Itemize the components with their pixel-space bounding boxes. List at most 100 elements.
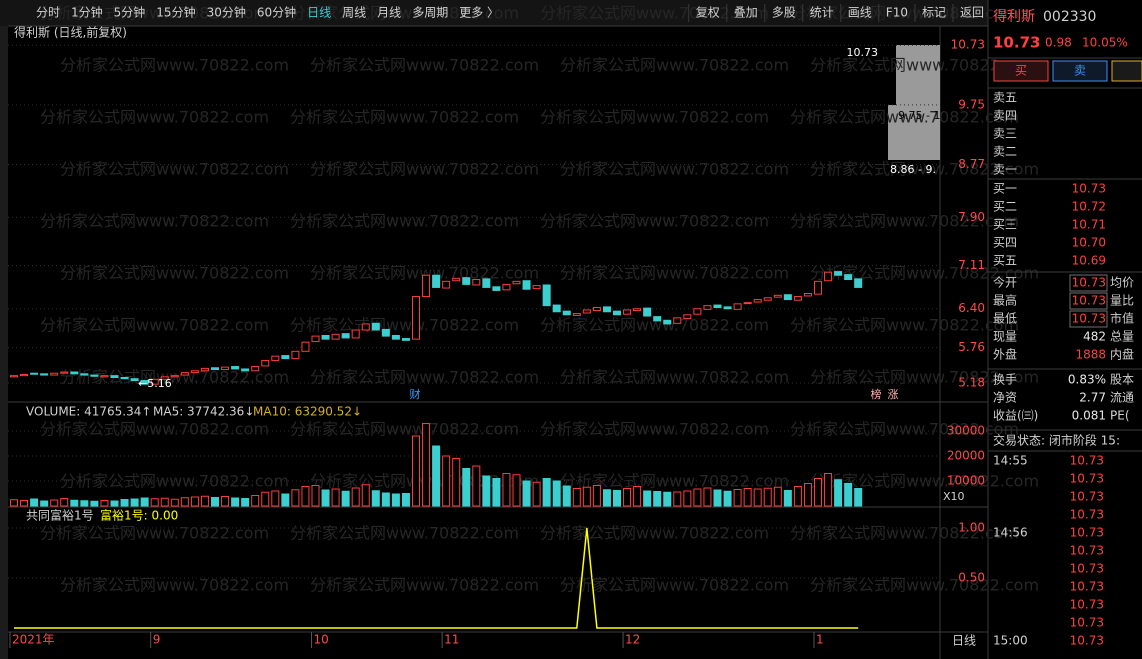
candle: [150, 378, 159, 385]
watermark: 分析家公式网www.70822.com: [60, 264, 289, 283]
sell-button[interactable]: [1052, 60, 1108, 82]
candle: [231, 366, 240, 370]
action-button[interactable]: 统计: [810, 6, 834, 20]
action-button[interactable]: 画线: [848, 6, 872, 20]
trade-price: 10.73: [1070, 562, 1104, 576]
candle: [854, 278, 863, 288]
bid-label: 买三: [993, 218, 1017, 232]
watermark: 分析家公式网www.70822.com: [290, 316, 519, 335]
y-tick-label: 20000: [947, 449, 985, 463]
sell-label[interactable]: 卖: [1074, 64, 1086, 78]
candle: [633, 308, 642, 312]
y-tick-label: 7.11: [958, 258, 985, 272]
period-tab[interactable]: 15分钟: [156, 5, 195, 20]
stat-value: 0.83%: [1068, 373, 1106, 387]
period-tab[interactable]: 周线: [342, 6, 366, 20]
candle: [281, 355, 290, 360]
candle: [321, 334, 330, 340]
period-tab[interactable]: 30分钟: [207, 5, 246, 20]
candle: [30, 372, 39, 375]
candle: [371, 322, 380, 331]
side-tabs: [0, 26, 8, 659]
volume-title: VOLUME: 41765.34↑: [26, 405, 151, 419]
period-tab[interactable]: 月线: [377, 6, 401, 20]
watermark: 分析家公式网www.70822.com: [560, 576, 789, 595]
stat-label: 最高: [993, 293, 1017, 308]
candle: [783, 294, 792, 301]
candle: [663, 319, 672, 325]
volume-bar: [321, 489, 330, 507]
watermark: 分析家公式网www.70822.com: [790, 316, 1019, 335]
action-button[interactable]: 返回: [960, 6, 984, 20]
bid-price: 10.72: [1072, 200, 1106, 214]
buy-label[interactable]: 买: [1015, 64, 1027, 78]
volume-bar: [10, 499, 18, 507]
trade-price: 10.73: [1070, 598, 1104, 612]
volume-bar: [844, 483, 853, 507]
period-tab[interactable]: 日线: [307, 6, 331, 20]
candle: [773, 294, 782, 298]
volume-bar: [391, 493, 400, 507]
stat-value: 10.73: [1072, 312, 1106, 326]
y-tick-label: 5.76: [958, 340, 985, 354]
x-tick-label: 9: [153, 633, 161, 647]
watermark: 分析家公式网www.70822.com: [540, 212, 769, 231]
scale-label: X10: [943, 490, 965, 503]
action-button[interactable]: F10: [886, 6, 908, 20]
next-button[interactable]: [1111, 60, 1142, 82]
candle: [492, 286, 501, 291]
volume-bar: [351, 487, 360, 507]
ask-label: 卖一: [993, 163, 1017, 177]
buy-button[interactable]: [993, 60, 1049, 82]
action-button[interactable]: 多股: [772, 6, 796, 20]
volume-bar: [271, 490, 280, 507]
trade-time: 14:56: [993, 526, 1028, 540]
candle: [683, 314, 692, 319]
watermark: 分析家公式网www.70822.com: [60, 576, 289, 595]
stat-label: 换手: [993, 373, 1017, 387]
period-tab[interactable]: 分时: [36, 6, 60, 20]
trade-status: 交易状态: 闭市阶段 15:: [993, 433, 1120, 448]
period-tab[interactable]: 1分钟: [71, 5, 103, 20]
period-tab[interactable]: 5分钟: [114, 5, 146, 20]
period-tab[interactable]: 更多 〉: [459, 6, 499, 20]
y-tick-label: 8.77: [958, 157, 985, 171]
candle: [190, 370, 199, 374]
value-box: [1069, 292, 1108, 310]
volume-bar: [472, 465, 481, 507]
period-tab[interactable]: 60分钟: [257, 5, 296, 20]
action-button[interactable]: 复权: [696, 6, 720, 20]
watermark: 分析家公式网www.70822.com: [540, 524, 769, 543]
volume-bar: [50, 499, 59, 507]
candle: [653, 316, 662, 322]
volume-bar: [462, 468, 471, 507]
watermark: 分析家公式网www.70822.com: [310, 56, 539, 75]
volume-bar: [301, 486, 310, 507]
stat-label: 净资: [993, 391, 1017, 405]
volume-bar: [381, 492, 390, 507]
volume-bar: [723, 490, 732, 507]
watermark: 分析家公式网www.70822.com: [540, 420, 769, 439]
stat-label: 股本: [1110, 373, 1134, 387]
trade-price: 10.73: [1070, 580, 1104, 594]
volume-bar: [432, 445, 441, 507]
action-button[interactable]: 叠加: [734, 6, 758, 20]
volume-bar: [572, 488, 581, 507]
period-tab[interactable]: 多周期: [412, 6, 448, 20]
volume-bar: [613, 490, 621, 507]
volume-bar: [482, 475, 491, 507]
volume-bar: [452, 458, 461, 507]
candle: [703, 305, 712, 310]
candle: [713, 304, 722, 309]
watermark: 分析家公式网www.70822.com: [290, 420, 519, 439]
action-button[interactable]: 标记: [922, 6, 946, 20]
candle: [552, 304, 561, 313]
y-tick-label: 6.40: [958, 301, 985, 315]
candle: [814, 280, 822, 295]
stat-value: 10.73: [1072, 294, 1106, 308]
volume-bar: [231, 497, 240, 507]
candle: [582, 309, 591, 314]
volume-bar: [361, 484, 370, 507]
